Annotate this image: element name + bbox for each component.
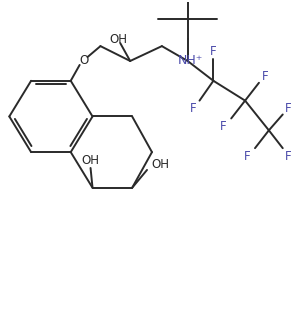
Text: F: F <box>220 120 227 133</box>
Text: F: F <box>285 102 292 115</box>
Text: F: F <box>244 149 250 163</box>
Text: NH⁺: NH⁺ <box>178 54 203 67</box>
Text: OH: OH <box>82 153 99 167</box>
Text: OH: OH <box>109 33 127 46</box>
Text: F: F <box>210 45 217 57</box>
Text: O: O <box>79 54 88 67</box>
Text: F: F <box>262 70 268 83</box>
Text: F: F <box>285 149 292 163</box>
Text: OH: OH <box>151 157 169 171</box>
Text: F: F <box>190 102 197 115</box>
